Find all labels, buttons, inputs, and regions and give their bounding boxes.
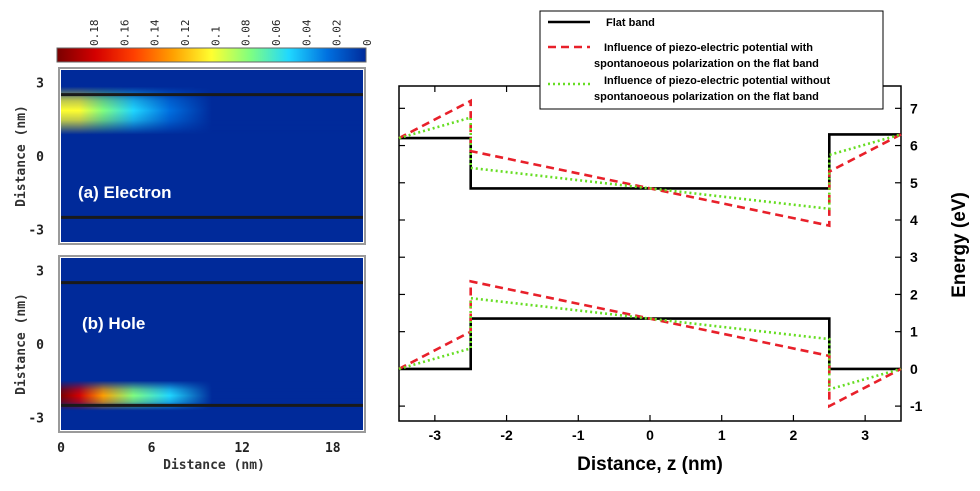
without-spontaneous-polarization-valence-band-line (398, 296, 902, 392)
colorbar-tick-labels: 0.18 0.16 0.14 0.12 0.1 0.08 0.06 0.04 0.02 0 (88, 19, 374, 46)
without-spontaneous-polarization-conduction-band-line (398, 115, 902, 211)
y-tick-label: 3 (910, 249, 918, 265)
colorbar-gradient (56, 47, 367, 63)
colorbar-tick-label: 0.08 (240, 20, 253, 47)
colorbar-tick-label: 0.16 (118, 20, 131, 47)
heatmap-x-tick-label: 6 (148, 441, 156, 456)
colorbar: 0.18 0.16 0.14 0.12 0.1 0.08 0.06 0.04 0.02 0 (56, 19, 374, 63)
colorbar-tick-label: 0.06 (270, 20, 283, 47)
electron-heatmap-panel: (a) Electron 3 0 -3 Distance (nm) (14, 67, 366, 245)
y-tick-label: 2 (910, 286, 918, 302)
energy-plot-area (398, 85, 902, 422)
energy-x-axis-label: Distance, z (nm) (577, 454, 723, 475)
electron-y-axis-label: Distance (nm) (14, 105, 29, 207)
y-tick-label: 6 (910, 138, 918, 154)
heatmap-x-axis-label: Distance (nm) (163, 458, 265, 473)
legend-box (539, 10, 884, 110)
legend-label-with-spontaneous: Influence of piezo-electric potential wi… (604, 42, 813, 54)
legend: Flat band Influence of piezo-electric po… (539, 10, 884, 110)
hole-y-axis-label: Distance (nm) (14, 293, 29, 395)
hole-y-tick-label: -3 (28, 412, 44, 427)
legend-label-without-spontaneous: Influence of piezo-electric potential wi… (604, 75, 830, 87)
heatmap-x-tick-label: 12 (234, 441, 250, 456)
heatmap-x-tick-label: 0 (57, 441, 65, 456)
energy-y-axis-ticks: -1 0 1 2 3 4 5 6 7 (399, 100, 923, 414)
y-tick-label: 1 (910, 324, 918, 340)
colorbar-tick-label: 0.02 (331, 20, 344, 47)
y-tick-label: 0 (910, 361, 918, 377)
y-tick-label: 7 (910, 100, 918, 116)
electron-panel-frame (58, 67, 366, 245)
x-tick-label: 1 (718, 427, 726, 443)
x-tick-label: -3 (429, 427, 442, 443)
y-tick-label: 4 (910, 212, 918, 228)
x-tick-label: -1 (572, 427, 585, 443)
electron-y-tick-label: 3 (36, 76, 44, 91)
heatmap-x-axis: 0 6 12 18 Distance (nm) (57, 441, 341, 473)
colorbar-tick-label: 0.14 (149, 19, 162, 46)
energy-y-axis-label: Energy (eV) (949, 192, 970, 298)
hole-panel-label: (b) Hole (82, 314, 145, 333)
hole-panel-frame (58, 255, 366, 433)
electron-y-tick-label: -3 (28, 224, 44, 239)
hole-y-tick-label: 3 (36, 264, 44, 279)
legend-label-with-spontaneous-cont: spontanoeous polarization on the flat ba… (594, 58, 819, 70)
hole-heatmap-panel: (b) Hole 3 0 -3 Distance (nm) (14, 255, 366, 433)
electron-panel-label: (a) Electron (78, 183, 172, 202)
energy-series (398, 98, 902, 409)
colorbar-tick-label: 0.1 (209, 26, 222, 46)
y-tick-label: -1 (910, 398, 923, 414)
colorbar-tick-label: 0.18 (88, 20, 101, 47)
y-tick-label: 5 (910, 175, 918, 191)
x-tick-label: 2 (790, 427, 798, 443)
heatmap-x-tick-label: 18 (325, 441, 341, 456)
colorbar-tick-label: 0.12 (179, 20, 192, 47)
x-tick-label: 3 (861, 427, 869, 443)
x-tick-label: 0 (646, 427, 654, 443)
colorbar-tick-label: 0.04 (300, 19, 313, 46)
legend-label-without-spontaneous-cont: spontanoeous polarization on the flat ba… (594, 91, 819, 103)
legend-label-flat-band: Flat band (606, 17, 655, 29)
x-tick-label: -2 (500, 427, 513, 443)
hole-y-tick-label: 0 (36, 338, 44, 353)
colorbar-tick-label: 0 (361, 39, 374, 46)
electron-y-tick-label: 0 (36, 150, 44, 165)
energy-band-chart: -3 -2 -1 0 1 2 3 -1 0 1 2 3 4 5 6 7 Distance, z (nm) E… (398, 85, 970, 475)
